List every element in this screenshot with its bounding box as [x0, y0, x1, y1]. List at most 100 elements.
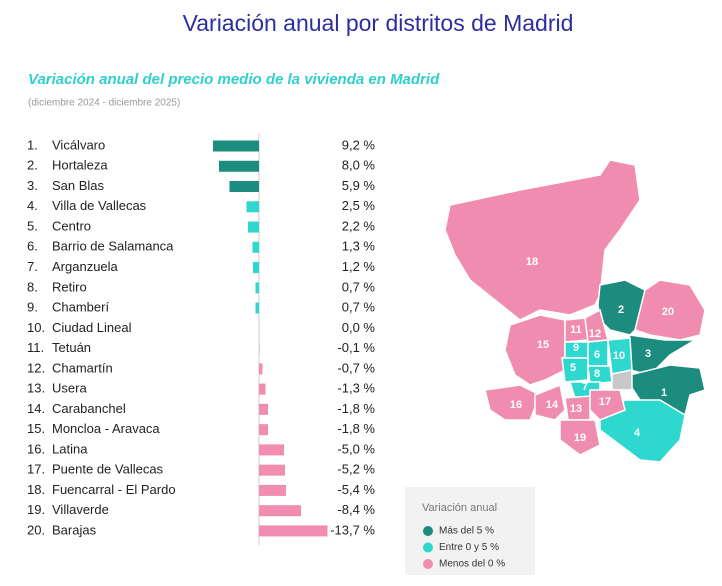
value-label: -8,4 % [337, 502, 375, 517]
rank: 14. [27, 401, 45, 416]
rank: 19. [27, 502, 45, 517]
category-label: San Blas [52, 178, 105, 193]
value-label: 1,2 % [342, 259, 376, 274]
category-label: Moncloa - Aravaca [52, 421, 160, 436]
legend-title: Variación anual [422, 502, 497, 514]
district [484, 384, 541, 421]
district [589, 389, 626, 421]
legend-label: Más del 5 % [439, 526, 494, 537]
category-label: Puente de Vallecas [52, 462, 164, 477]
map-label: 17 [599, 396, 611, 408]
value-label: -5,0 % [337, 441, 375, 456]
chart-title: Variación anual por distritos de Madrid [183, 10, 574, 36]
category-label: Hortaleza [52, 158, 108, 173]
category-label: Centro [52, 218, 91, 233]
rank: 15. [27, 421, 45, 436]
bar [259, 525, 328, 537]
bar [255, 302, 259, 314]
rank: 10. [27, 320, 45, 335]
rank: 3. [27, 178, 38, 193]
value-label: 2,2 % [342, 218, 376, 233]
legend-label: Entre 0 y 5 % [439, 542, 499, 553]
district [611, 369, 633, 391]
bar [252, 241, 259, 253]
value-label: -5,2 % [337, 462, 375, 477]
bar [259, 424, 268, 436]
rank: 20. [27, 522, 45, 537]
value-label: 5,9 % [342, 178, 376, 193]
value-label: 0,0 % [342, 320, 376, 335]
value-label: -0,1 % [337, 340, 375, 355]
map-label: 20 [662, 306, 674, 318]
legend-swatch [423, 559, 433, 569]
bar [255, 282, 259, 294]
bar [229, 181, 259, 193]
bar [259, 403, 268, 415]
category-label: Carabanchel [52, 401, 126, 416]
rank: 4. [27, 198, 38, 213]
legend-swatch [423, 542, 433, 553]
legend-swatch [423, 526, 433, 536]
bar [259, 505, 301, 517]
bar [259, 444, 284, 456]
rank: 2. [27, 158, 38, 173]
district [561, 357, 589, 383]
bar [248, 221, 259, 233]
map-label: 7 [582, 381, 588, 393]
value-label: -5,4 % [337, 482, 375, 497]
map-label: 4 [634, 427, 641, 439]
map-label: 16 [510, 399, 522, 411]
category-label: Retiro [52, 279, 87, 294]
map-label: 3 [645, 348, 651, 360]
category-label: Barajas [52, 522, 97, 537]
rank: 1. [27, 137, 38, 152]
map-label: 10 [613, 350, 625, 362]
category-label: Villaverde [52, 502, 109, 517]
category-label: Chamartín [52, 360, 113, 375]
bar [259, 343, 260, 355]
category-label: Usera [52, 381, 87, 396]
value-label: -13,7 % [330, 522, 375, 537]
map-label: 2 [618, 304, 624, 316]
value-label: 8,0 % [342, 158, 376, 173]
rank: 9. [27, 300, 38, 315]
map-label: 5 [570, 362, 576, 374]
map [444, 159, 706, 463]
bar [253, 262, 259, 274]
map-label: 11 [570, 324, 582, 336]
value-label: 9,2 % [342, 137, 376, 152]
district [629, 364, 706, 417]
value-label: 2,5 % [342, 198, 376, 213]
category-label: Ciudad Lineal [52, 320, 132, 335]
map-label: 15 [537, 339, 549, 351]
district [534, 383, 566, 421]
category-label: Tetuán [52, 340, 91, 355]
value-label: -1,8 % [337, 421, 375, 436]
map-label: 9 [573, 342, 579, 354]
rank: 6. [27, 239, 38, 254]
district [634, 279, 706, 341]
value-label: -1,3 % [337, 381, 375, 396]
rank: 17. [27, 462, 45, 477]
rank: 13. [27, 381, 45, 396]
map-label: 19 [574, 432, 586, 444]
map-label: 13 [570, 403, 582, 415]
district [559, 419, 601, 456]
bar [213, 140, 259, 152]
category-label: Chamberí [52, 300, 109, 315]
category-label: Barrio de Salamanca [52, 239, 174, 254]
period: (diciembre 2024 - diciembre 2025) [28, 98, 180, 109]
value-label: 1,3 % [342, 239, 376, 254]
value-label: -1,8 % [337, 401, 375, 416]
rank: 8. [27, 279, 38, 294]
map-label: 1 [661, 387, 667, 399]
rank: 18. [27, 482, 45, 497]
map-label: 6 [594, 349, 600, 361]
category-label: Vicálvaro [52, 137, 105, 152]
rank: 5. [27, 218, 38, 233]
map-label: 14 [546, 399, 559, 411]
value-label: 0,7 % [342, 279, 376, 294]
subtitle: Variación anual del precio medio de la v… [28, 71, 440, 88]
